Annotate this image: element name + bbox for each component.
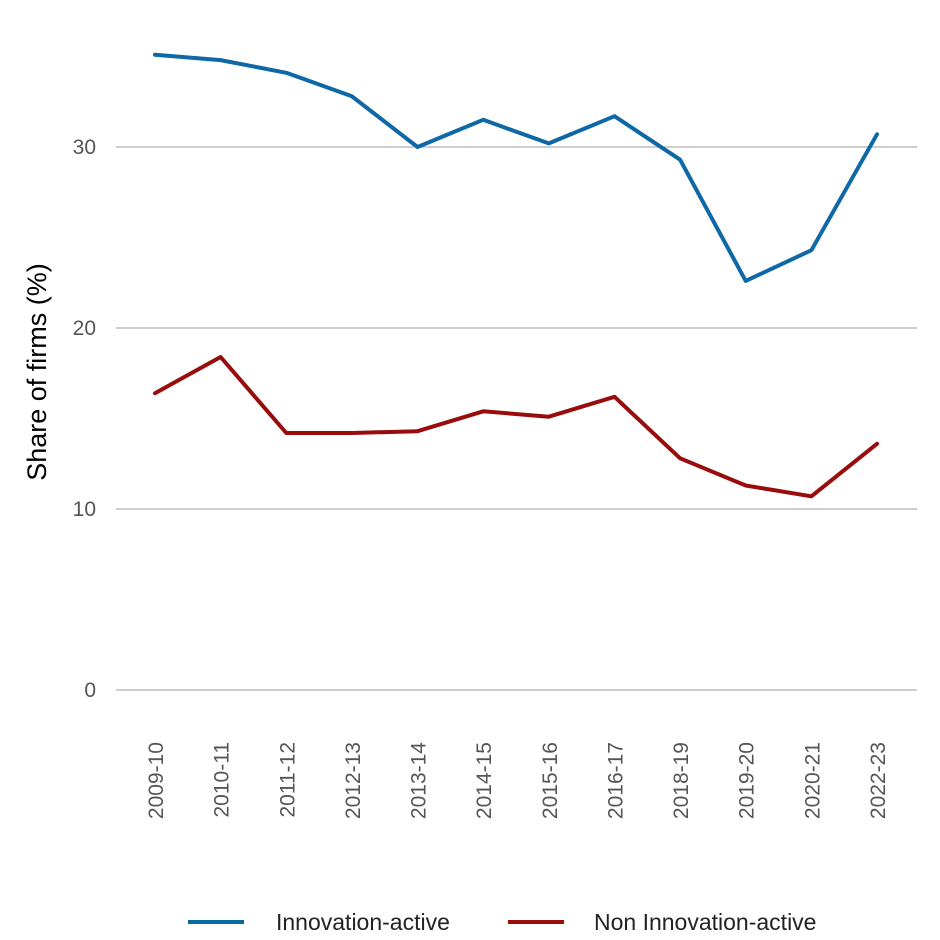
x-tick-label: 2014-15 — [473, 742, 496, 819]
x-tick-label: 2019-20 — [736, 742, 759, 819]
legend: Innovation-active Non Innovation-active — [188, 909, 816, 935]
series-line-non-innovation-active — [153, 355, 879, 499]
x-axis-ticks: 2009-10 2010-11 2011-12 2012-13 2013-14 2014-… — [145, 742, 890, 819]
x-tick-label: 2010-11 — [211, 742, 234, 818]
series-lines — [153, 52, 879, 499]
x-tick-label: 2015-16 — [539, 742, 562, 819]
y-axis-ticks: 0 10 20 30 — [73, 136, 96, 702]
y-tick-label: 30 — [73, 136, 96, 159]
x-tick-label: 2013-14 — [408, 742, 431, 819]
x-tick-label: 2018-19 — [670, 742, 693, 819]
x-tick-label: 2012-13 — [342, 742, 365, 819]
y-axis-label: Share of firms (%) — [22, 263, 52, 481]
y-tick-label: 10 — [73, 498, 96, 521]
gridlines — [116, 146, 917, 691]
x-tick-label: 2020-21 — [801, 742, 824, 819]
legend-label: Innovation-active — [276, 909, 450, 935]
x-tick-label: 2009-10 — [145, 742, 168, 819]
y-tick-label: 20 — [73, 317, 96, 340]
x-tick-label: 2011-12 — [276, 742, 299, 818]
x-tick-label: 2016-17 — [604, 742, 627, 819]
x-tick-label: 2022-23 — [867, 742, 890, 819]
y-tick-label: 0 — [84, 679, 96, 702]
series-line-innovation-active — [153, 52, 879, 283]
legend-label: Non Innovation-active — [594, 909, 816, 935]
